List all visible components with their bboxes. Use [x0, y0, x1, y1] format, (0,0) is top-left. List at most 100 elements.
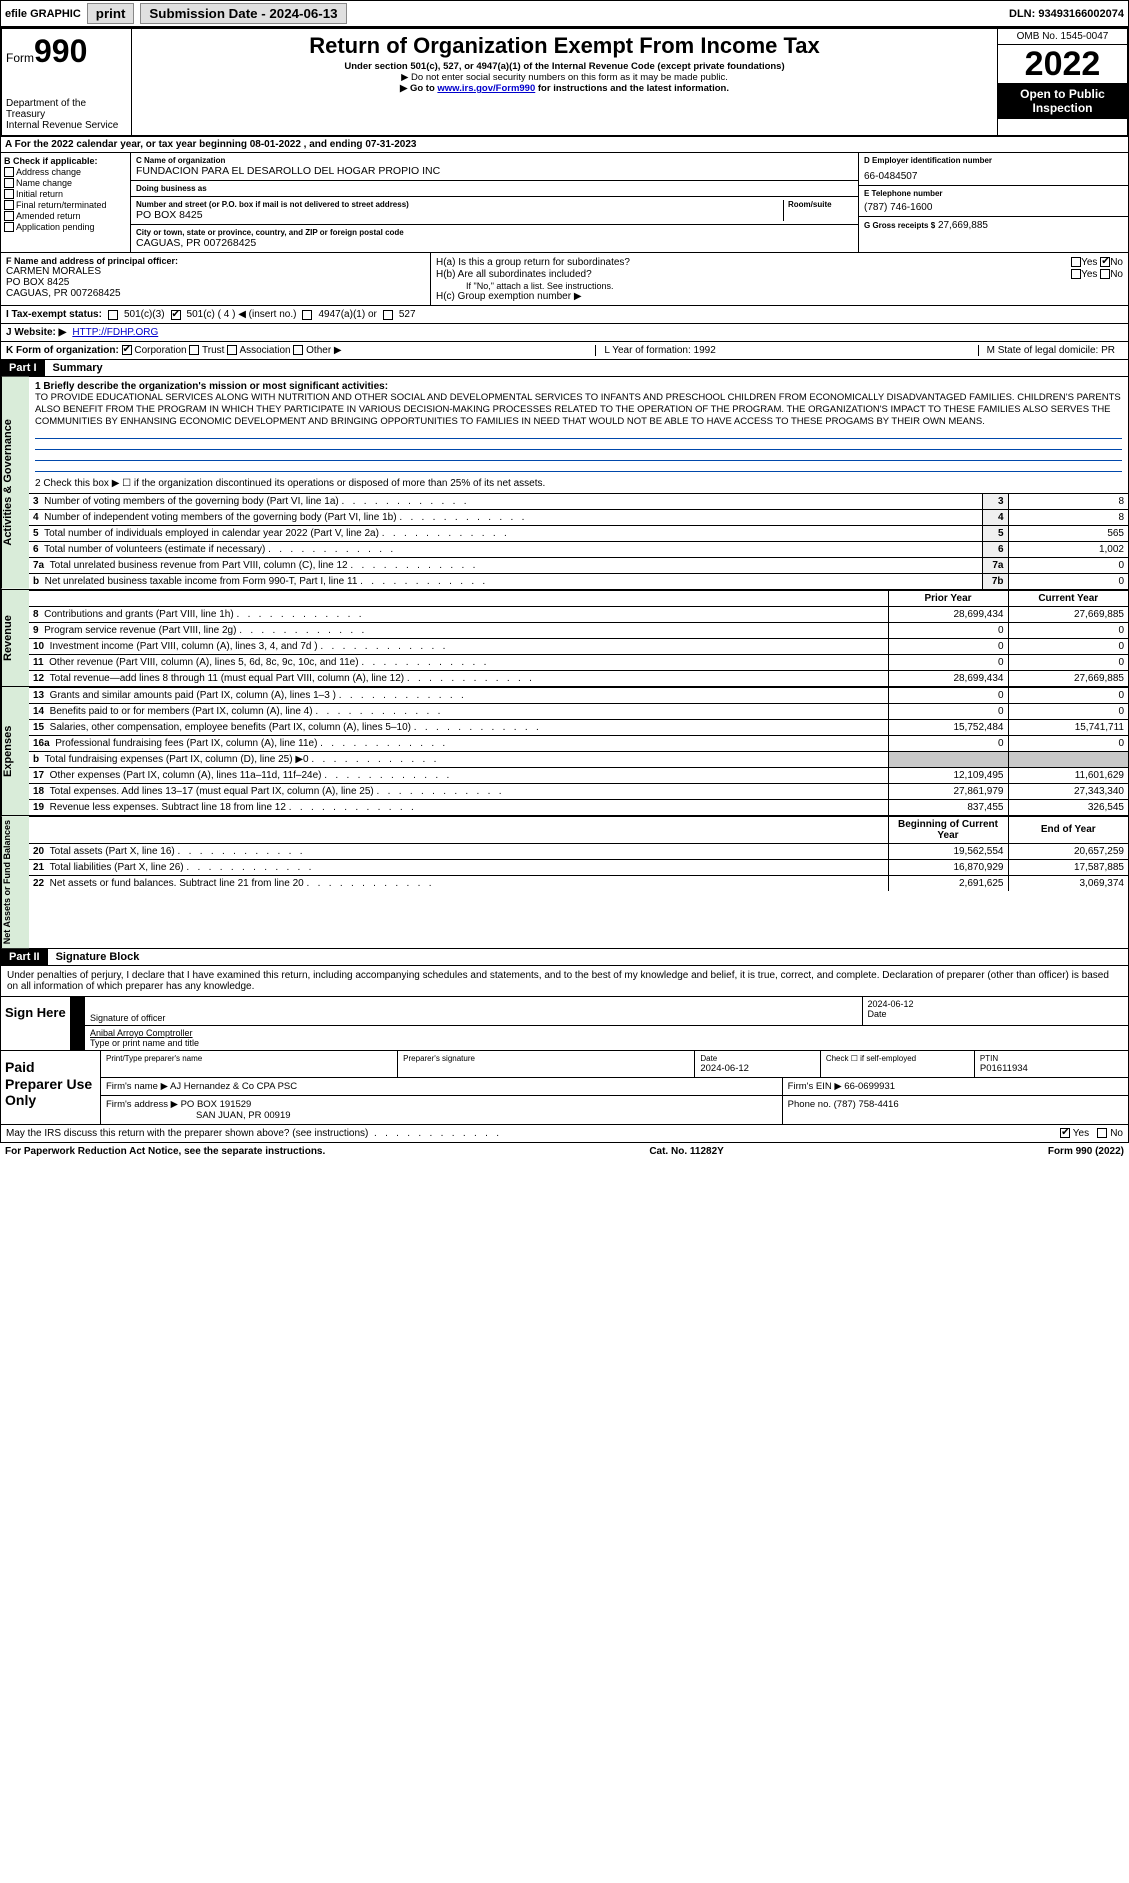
sig-officer-label: Signature of officer — [90, 1013, 857, 1023]
row-label: b Total fundraising expenses (Part IX, c… — [29, 751, 888, 767]
col-prior-header: Beginning of Current Year — [888, 816, 1008, 843]
opt-527: 527 — [399, 309, 416, 320]
q1-label: 1 Briefly describe the organization's mi… — [35, 381, 1122, 392]
row-value: 8 — [1008, 493, 1128, 509]
city-row: City or town, state or province, country… — [131, 225, 858, 252]
row-label: 15 Salaries, other compensation, employe… — [29, 719, 888, 735]
chk-corporation[interactable] — [122, 345, 132, 355]
row-box: 7b — [982, 573, 1008, 589]
chk-final-return[interactable]: Final return/terminated — [4, 200, 127, 210]
print-button[interactable]: print — [87, 3, 135, 24]
firm-phone: (787) 758-4416 — [834, 1099, 899, 1110]
self-employed-label: Check ☐ if self-employed — [826, 1054, 969, 1063]
tax-year: 2022 — [998, 45, 1127, 83]
city-value: CAGUAS, PR 007268425 — [136, 237, 853, 249]
table-row: 8 Contributions and grants (Part VIII, l… — [29, 606, 1128, 622]
sign-here-label: Sign Here — [1, 997, 71, 1050]
paid-preparer-block: Paid Preparer Use Only Print/Type prepar… — [0, 1051, 1129, 1125]
chk-label: Initial return — [16, 189, 63, 199]
form-footer: Form 990 (2022) — [1048, 1146, 1124, 1157]
instructions-link[interactable]: www.irs.gov/Form990 — [437, 83, 535, 94]
chk-501c[interactable] — [171, 310, 181, 320]
table-row: 14 Benefits paid to or for members (Part… — [29, 703, 1128, 719]
paid-row-2: Firm's name ▶ AJ Hernandez & Co CPA PSC … — [101, 1078, 1128, 1096]
mission-line — [35, 428, 1122, 439]
chk-501c3[interactable] — [108, 310, 118, 320]
chk-discuss-no[interactable] — [1097, 1128, 1107, 1138]
header-grid: B Check if applicable: Address change Na… — [0, 153, 1129, 253]
side-label-exp: Expenses — [1, 687, 29, 815]
current-value — [1008, 751, 1128, 767]
row-label: 13 Grants and similar amounts paid (Part… — [29, 687, 888, 703]
discuss-row: May the IRS discuss this return with the… — [0, 1125, 1129, 1143]
exp-table: 13 Grants and similar amounts paid (Part… — [29, 687, 1128, 815]
table-row: 19 Revenue less expenses. Subtract line … — [29, 799, 1128, 815]
chk-4947[interactable] — [302, 310, 312, 320]
chk-other[interactable] — [293, 345, 303, 355]
firm-addr-label: Firm's address ▶ — [106, 1099, 178, 1110]
part2-badge: Part II — [1, 949, 48, 965]
chk-amended-return[interactable]: Amended return — [4, 211, 127, 221]
mission-text: TO PROVIDE EDUCATIONAL SERVICES ALONG WI… — [35, 392, 1122, 428]
part1-exp-content: 13 Grants and similar amounts paid (Part… — [29, 687, 1128, 815]
table-row: b Net unrelated business taxable income … — [29, 573, 1128, 589]
row-label: 17 Other expenses (Part IX, column (A), … — [29, 767, 888, 783]
current-value: 20,657,259 — [1008, 843, 1128, 859]
h-b-row: H(b) Are all subordinates included? Yes … — [436, 269, 1123, 280]
ptin-value: P01611934 — [980, 1063, 1123, 1074]
ein-label: D Employer identification number — [864, 156, 1123, 165]
chk-address-change[interactable]: Address change — [4, 167, 127, 177]
table-row: 17 Other expenses (Part IX, column (A), … — [29, 767, 1128, 783]
form-org-label: K Form of organization: — [6, 345, 119, 356]
current-value: 0 — [1008, 703, 1128, 719]
row-a-tax-year: A For the 2022 calendar year, or tax yea… — [0, 137, 1129, 153]
row-box: 4 — [982, 509, 1008, 525]
yes-label: Yes — [1081, 269, 1097, 280]
chk-trust[interactable] — [189, 345, 199, 355]
org-name-label: C Name of organization — [136, 156, 853, 165]
firm-name-cell: Firm's name ▶ AJ Hernandez & Co CPA PSC — [101, 1078, 783, 1095]
current-value: 0 — [1008, 735, 1128, 751]
sig-date: 2024-06-12 — [868, 999, 1124, 1009]
website-link[interactable]: HTTP://FDHP.ORG — [72, 327, 158, 338]
part1-na-block: Net Assets or Fund Balances Beginning of… — [0, 816, 1129, 949]
sig-officer-cell: Signature of officer — [85, 997, 863, 1025]
row-label: 3 Number of voting members of the govern… — [29, 493, 982, 509]
prior-value: 27,861,979 — [888, 783, 1008, 799]
form-word: Form — [6, 51, 34, 65]
prior-value: 0 — [888, 687, 1008, 703]
gross-receipts-value: 27,669,885 — [938, 220, 988, 231]
chk-discuss-yes[interactable] — [1060, 1128, 1070, 1138]
table-row: 4 Number of independent voting members o… — [29, 509, 1128, 525]
prior-value: 12,109,495 — [888, 767, 1008, 783]
paid-right: Print/Type preparer's name Preparer's si… — [101, 1051, 1128, 1124]
mission-line — [35, 439, 1122, 450]
ag-table: 3 Number of voting members of the govern… — [29, 493, 1128, 589]
h-b-note: If "No," attach a list. See instructions… — [436, 281, 1123, 291]
current-value: 326,545 — [1008, 799, 1128, 815]
cat-number: Cat. No. 11282Y — [649, 1146, 723, 1157]
dln-label: DLN: 93493166002074 — [1009, 8, 1124, 20]
chk-association[interactable] — [227, 345, 237, 355]
row-label: 7a Total unrelated business revenue from… — [29, 557, 982, 573]
chk-name-change[interactable]: Name change — [4, 178, 127, 188]
table-row: 7a Total unrelated business revenue from… — [29, 557, 1128, 573]
chk-label: Amended return — [16, 211, 81, 221]
chk-application-pending[interactable]: Application pending — [4, 222, 127, 232]
street-row: Number and street (or P.O. box if mail i… — [131, 197, 858, 225]
h-a-options: Yes No — [1071, 257, 1123, 268]
officer-addr1: PO BOX 8425 — [6, 277, 425, 288]
yes-label: Yes — [1081, 257, 1097, 268]
h-a-label: H(a) Is this a group return for subordin… — [436, 257, 630, 268]
row-label: b Net unrelated business taxable income … — [29, 573, 982, 589]
firm-ein-cell: Firm's EIN ▶ 66-0699931 — [783, 1078, 1128, 1095]
rev-table: Prior Year Current Year8 Contributions a… — [29, 590, 1128, 686]
mission-block: 1 Briefly describe the organization's mi… — [29, 377, 1128, 493]
table-row: 21 Total liabilities (Part X, line 26) 1… — [29, 859, 1128, 875]
submission-date-button[interactable]: Submission Date - 2024-06-13 — [140, 3, 346, 24]
part2-title: Signature Block — [48, 951, 140, 963]
chk-527[interactable] — [383, 310, 393, 320]
col-current-header: End of Year — [1008, 816, 1128, 843]
chk-initial-return[interactable]: Initial return — [4, 189, 127, 199]
street-label: Number and street (or P.O. box if mail i… — [136, 200, 783, 209]
